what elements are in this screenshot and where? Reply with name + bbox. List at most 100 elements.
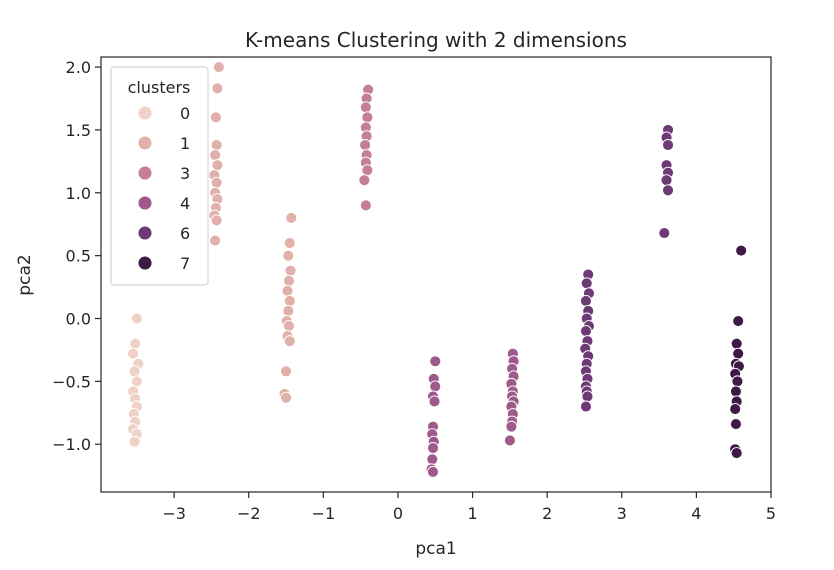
legend-marker <box>137 195 153 211</box>
scatter-point <box>281 284 294 297</box>
scatter-point <box>359 199 372 212</box>
scatter-point <box>580 325 592 338</box>
y-tick-label: 0.0 <box>66 310 91 329</box>
y-axis-label: pca2 <box>15 254 35 295</box>
scatter-point <box>212 61 225 74</box>
scatter-point <box>280 365 292 378</box>
scatter-point <box>209 111 222 124</box>
scatter-point <box>282 249 295 262</box>
x-tick-label: 4 <box>691 504 701 523</box>
y-axis: −1.0 −0.5 0.0 0.5 1.0 1.5 2.0 <box>52 58 101 454</box>
x-tick-label: 2 <box>542 504 552 523</box>
scatter-point <box>361 111 374 124</box>
scatter-point <box>283 274 295 287</box>
scatter-point <box>130 312 143 325</box>
scatter-point <box>130 375 143 388</box>
x-tick-label: 5 <box>766 504 776 523</box>
legend-title: clusters <box>128 78 191 97</box>
scatter-point <box>662 139 674 151</box>
legend-marker <box>137 135 153 151</box>
scatter-point <box>284 264 297 277</box>
series-0 <box>127 312 145 448</box>
scatter-point <box>282 305 295 317</box>
scatter-point <box>729 418 742 431</box>
y-tick-label: 2.0 <box>66 58 91 77</box>
scatter-point <box>129 337 142 350</box>
scatter-point <box>209 149 222 162</box>
scatter-point <box>210 176 223 189</box>
legend-entries: 0 1 3 4 6 7 <box>137 104 190 273</box>
series-4 <box>425 347 520 478</box>
legend-label: 7 <box>180 254 190 273</box>
y-tick-label: −1.0 <box>52 435 91 454</box>
scatter-point <box>210 214 223 227</box>
scatter-point <box>581 390 594 403</box>
x-tick-label: −1 <box>312 504 336 523</box>
x-tick-label: 3 <box>617 504 627 523</box>
legend-label: 0 <box>180 104 190 123</box>
x-tick-label: −3 <box>162 504 186 523</box>
legend-label: 1 <box>180 134 190 153</box>
legend-marker <box>137 105 153 121</box>
legend-marker <box>137 165 153 181</box>
scatter-point <box>280 391 292 404</box>
scatter-point <box>730 447 743 459</box>
points-layer <box>127 61 748 478</box>
scatter-point <box>211 159 224 172</box>
y-tick-label: 0.5 <box>66 247 91 266</box>
scatter-point <box>732 315 745 327</box>
scatter-point <box>429 380 442 393</box>
scatter-point <box>358 174 371 187</box>
scatter-point <box>426 453 439 466</box>
legend-label: 6 <box>180 224 190 243</box>
scatter-point <box>361 164 374 177</box>
scatter-point <box>359 139 372 151</box>
scatter-point <box>730 337 743 350</box>
scatter-point <box>283 237 296 250</box>
chart-title: K-means Clustering with 2 dimensions <box>245 28 627 52</box>
scatter-point <box>580 277 593 290</box>
scatter-point <box>732 347 745 360</box>
legend-label: 3 <box>180 164 190 183</box>
scatter-point <box>283 320 295 332</box>
scatter-point <box>210 139 223 151</box>
scatter-point <box>731 375 744 388</box>
scatter-point <box>428 395 441 408</box>
scatter-point <box>128 365 141 378</box>
x-tick-label: −2 <box>237 504 261 523</box>
scatter-point <box>209 234 222 247</box>
x-axis-label: pca1 <box>415 539 456 559</box>
scatter-point <box>580 294 592 307</box>
series-7 <box>729 244 748 459</box>
x-tick-label: 0 <box>393 504 403 523</box>
scatter-point <box>427 442 439 454</box>
y-tick-label: −0.5 <box>52 372 91 391</box>
scatter-point <box>429 355 442 368</box>
scatter-point <box>660 174 673 187</box>
scatter-point <box>662 184 674 197</box>
scatter-point <box>285 211 298 224</box>
scatter-point <box>359 101 372 114</box>
scatter-point <box>658 227 671 239</box>
scatter-point <box>211 82 224 95</box>
scatter-point <box>128 435 141 448</box>
scatter-point <box>735 244 748 257</box>
scatter-point <box>729 403 742 415</box>
scatter-point <box>283 335 296 348</box>
legend-marker <box>137 225 153 241</box>
scatter-point <box>127 347 140 360</box>
x-tick-label: 1 <box>467 504 477 523</box>
x-axis: −3 −2 −1 0 1 2 3 4 5 <box>162 492 776 523</box>
scatter-point <box>283 294 296 307</box>
scatter-point <box>503 434 516 447</box>
y-tick-label: 1.5 <box>66 121 91 140</box>
legend-label: 4 <box>180 194 190 213</box>
legend-marker <box>137 255 153 271</box>
series-1 <box>208 61 298 404</box>
series-6 <box>579 123 674 413</box>
y-tick-label: 1.0 <box>66 184 91 203</box>
scatter-point <box>729 385 742 398</box>
scatter-point <box>580 400 592 413</box>
scatter-point <box>505 420 518 433</box>
